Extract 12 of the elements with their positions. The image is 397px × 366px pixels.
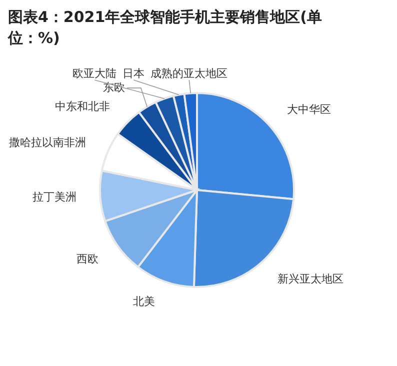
slice-label: 东欧 — [102, 80, 125, 94]
slice-label: 撒哈拉以南非洲 — [8, 136, 86, 149]
slice-label: 大中华区 — [287, 102, 332, 116]
chart-title: 图表4：2021年全球智能手机主要销售地区(单位：%) — [7, 8, 322, 47]
slice-label: 拉丁美洲 — [32, 190, 76, 204]
slice-label: 成熟的亚太地区 — [150, 67, 228, 80]
slice-label: 北美 — [133, 295, 156, 308]
slice-label: 欧亚大陆 — [72, 67, 117, 80]
slice-label: 新兴亚太地区 — [278, 272, 344, 286]
slice-label: 日本 — [122, 67, 145, 80]
slice-label: 西欧 — [76, 252, 98, 266]
slice-label: 中东和北非 — [54, 100, 110, 113]
